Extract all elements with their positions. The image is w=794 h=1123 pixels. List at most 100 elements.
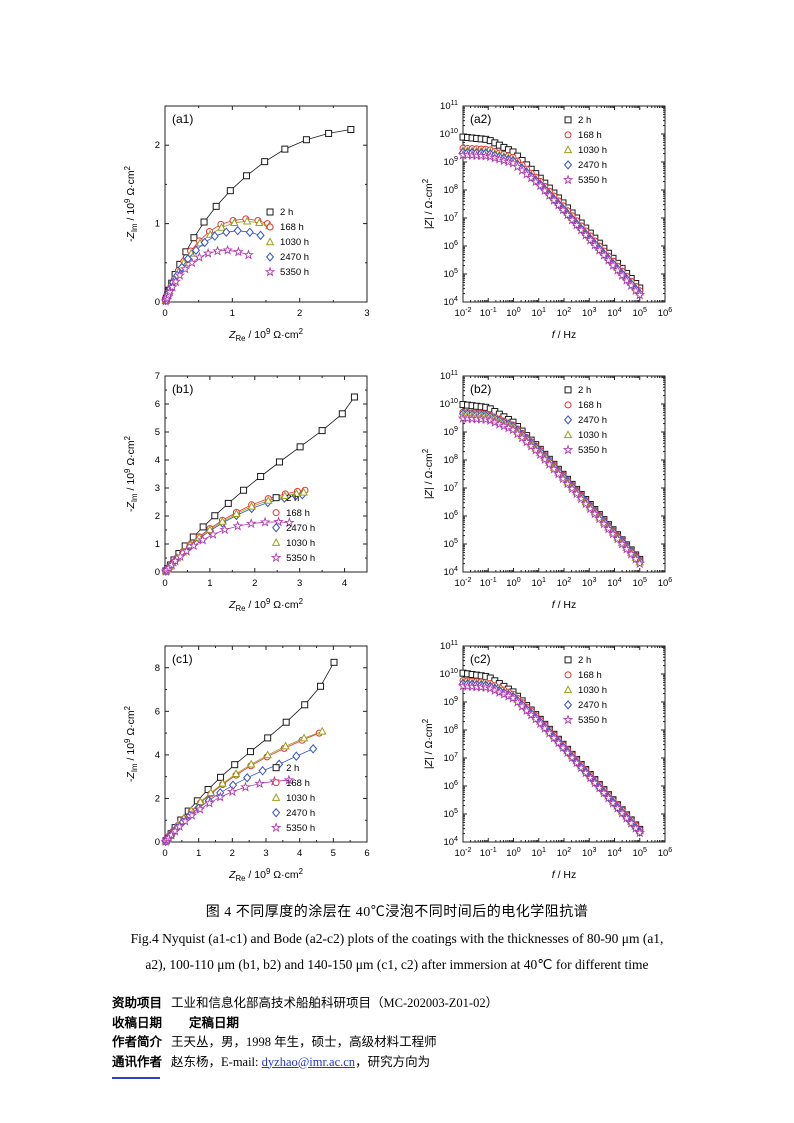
svg-text:106: 106 bbox=[443, 779, 458, 792]
svg-text:2470 h: 2470 h bbox=[280, 252, 309, 263]
svg-text:168 h: 168 h bbox=[286, 778, 310, 789]
svg-text:102: 102 bbox=[557, 846, 572, 859]
svg-text:102: 102 bbox=[557, 576, 572, 589]
svg-text:106: 106 bbox=[658, 576, 673, 589]
svg-text:105: 105 bbox=[632, 576, 647, 589]
svg-text:2470 h: 2470 h bbox=[286, 808, 315, 819]
svg-text:100: 100 bbox=[506, 576, 521, 589]
svg-text:0: 0 bbox=[162, 848, 167, 859]
svg-text:2470 h: 2470 h bbox=[578, 160, 607, 171]
svg-text:2470 h: 2470 h bbox=[286, 523, 315, 534]
x-axis: 10-2 10-1 100 101 102 103 104 105 106 bbox=[455, 376, 673, 589]
x-axis-label: ZRe / 109 Ω·cm2 bbox=[228, 867, 303, 883]
svg-text:5350 h: 5350 h bbox=[286, 553, 315, 564]
svg-text:105: 105 bbox=[632, 846, 647, 859]
series-5350h bbox=[160, 244, 254, 306]
svg-text:105: 105 bbox=[443, 267, 458, 280]
svg-text:0: 0 bbox=[155, 567, 160, 578]
footer-funding-text: 工业和信息化部高技术船舶科研项目（MC-202003-Z01-02） bbox=[171, 996, 499, 1010]
svg-text:104: 104 bbox=[607, 576, 622, 589]
panel-label: (b1) bbox=[172, 382, 193, 396]
svg-text:105: 105 bbox=[443, 537, 458, 550]
svg-text:2: 2 bbox=[252, 578, 257, 589]
chart-panel-b2-bode: 10-2 10-1 100 101 102 103 104 105 106 104 105 106 10… bbox=[417, 366, 675, 614]
svg-text:1030 h: 1030 h bbox=[578, 145, 607, 156]
y-axis-label: |Z| / Ω·cm2 bbox=[421, 179, 435, 229]
svg-text:103: 103 bbox=[582, 576, 597, 589]
svg-text:2470 h: 2470 h bbox=[578, 700, 607, 711]
svg-text:168 h: 168 h bbox=[578, 130, 602, 141]
svg-text:0: 0 bbox=[155, 837, 160, 848]
figure-caption-en-line1: Fig.4 Nyquist (a1-c1) and Bode (a2-c2) p… bbox=[130, 931, 664, 946]
series-2470h bbox=[161, 489, 307, 576]
svg-text:109: 109 bbox=[443, 155, 458, 168]
manuscript-footer: 资助项目 工业和信息化部高技术船舶科研项目（MC-202003-Z01-02） 收… bbox=[112, 994, 498, 1072]
panel-label: (c1) bbox=[172, 652, 193, 666]
x-axis-label: f / Hz bbox=[552, 869, 577, 881]
chart-svg-b1: 0 1 2 3 4 0 1 2 3 4 5 6 7 ZRe / 109 Ω·cm2 -ZIm / 109 Ω… bbox=[123, 371, 368, 613]
series-2470h bbox=[458, 679, 644, 837]
svg-text:4: 4 bbox=[155, 750, 160, 761]
svg-text:2 h: 2 h bbox=[578, 655, 591, 666]
footer-corresponding-pre: 赵东杨，E-mail: bbox=[171, 1054, 262, 1069]
svg-text:5350 h: 5350 h bbox=[578, 175, 607, 186]
y-minor-ticks bbox=[463, 376, 665, 565]
y-axis-label: |Z| / Ω·cm2 bbox=[421, 449, 435, 499]
x-minor-ticks bbox=[470, 376, 665, 572]
series-5350h bbox=[457, 680, 646, 838]
svg-text:4: 4 bbox=[297, 848, 302, 859]
chart-panel-a1-nyquist: 0 1 2 3 0 1 2 ZRe / 109 Ω·cm2 -ZIm / 109 Ω·cm2 2 … bbox=[119, 96, 377, 344]
panel-label: (c2) bbox=[470, 652, 491, 666]
svg-text:107: 107 bbox=[443, 751, 458, 764]
svg-text:1011: 1011 bbox=[440, 99, 458, 112]
svg-text:108: 108 bbox=[443, 723, 458, 736]
x-minor-ticks bbox=[186, 376, 323, 572]
svg-text:1030 h: 1030 h bbox=[286, 538, 315, 549]
svg-text:6: 6 bbox=[364, 848, 369, 859]
panel-label: (a2) bbox=[470, 112, 491, 126]
footer-funding-line: 资助项目 工业和信息化部高技术船舶科研项目（MC-202003-Z01-02） bbox=[112, 994, 498, 1014]
panel-label: (a1) bbox=[172, 112, 193, 126]
footer-corresponding-label: 通讯作者 bbox=[112, 1054, 163, 1069]
svg-text:5: 5 bbox=[331, 848, 336, 859]
chart-panel-b1-nyquist: 0 1 2 3 4 0 1 2 3 4 5 6 7 ZRe / 109 Ω·cm2 -ZIm / 109 Ω… bbox=[119, 366, 377, 614]
svg-text:1: 1 bbox=[155, 219, 160, 230]
figure-caption-en-line2: a2), 100-110 μm (b1, b2) and 140-150 μm … bbox=[145, 957, 649, 972]
chart-svg-c2: 10-2 10-1 100 101 102 103 104 105 10610410510610… bbox=[421, 639, 672, 881]
y-axis: 104 105 106 107 108 109 1010 1011 bbox=[440, 99, 665, 308]
y-minor-ticks bbox=[165, 183, 367, 264]
y-axis: 0 1 2 3 4 5 6 7 bbox=[155, 371, 367, 578]
svg-text:108: 108 bbox=[443, 453, 458, 466]
svg-text:106: 106 bbox=[443, 509, 458, 522]
y-axis-label: -ZIm / 109 Ω·cm2 bbox=[123, 436, 139, 512]
corresponding-email-link[interactable]: dyzhao@imr.ac.cn bbox=[261, 1054, 356, 1069]
footer-corresponding-post: ，研究方向为 bbox=[355, 1054, 431, 1069]
svg-text:108: 108 bbox=[443, 183, 458, 196]
svg-text:1030 h: 1030 h bbox=[280, 237, 309, 248]
svg-text:107: 107 bbox=[443, 481, 458, 494]
svg-text:5: 5 bbox=[155, 427, 160, 438]
panel-label: (b2) bbox=[470, 382, 491, 396]
svg-text:2 h: 2 h bbox=[578, 385, 591, 396]
svg-text:1011: 1011 bbox=[440, 369, 458, 382]
svg-text:2 h: 2 h bbox=[578, 115, 591, 126]
svg-text:103: 103 bbox=[582, 846, 597, 859]
x-axis-label: f / Hz bbox=[552, 329, 577, 341]
svg-text:1011: 1011 bbox=[440, 639, 458, 652]
svg-text:3: 3 bbox=[155, 483, 160, 494]
y-minor-ticks bbox=[165, 689, 367, 821]
svg-text:105: 105 bbox=[632, 306, 647, 319]
series-5350h bbox=[160, 516, 295, 576]
series-168h bbox=[162, 215, 271, 304]
svg-text:1: 1 bbox=[207, 578, 212, 589]
legend: 2 h 168 h 1030 h 2470 h 5350 h bbox=[264, 207, 309, 278]
svg-text:6: 6 bbox=[155, 399, 160, 410]
svg-text:5350 h: 5350 h bbox=[578, 715, 607, 726]
y-axis: 0 1 2 bbox=[155, 140, 367, 308]
x-minor-ticks bbox=[181, 646, 351, 842]
svg-text:1: 1 bbox=[155, 539, 160, 550]
svg-text:168 h: 168 h bbox=[280, 222, 304, 233]
svg-text:100: 100 bbox=[506, 306, 521, 319]
svg-text:105: 105 bbox=[443, 807, 458, 820]
